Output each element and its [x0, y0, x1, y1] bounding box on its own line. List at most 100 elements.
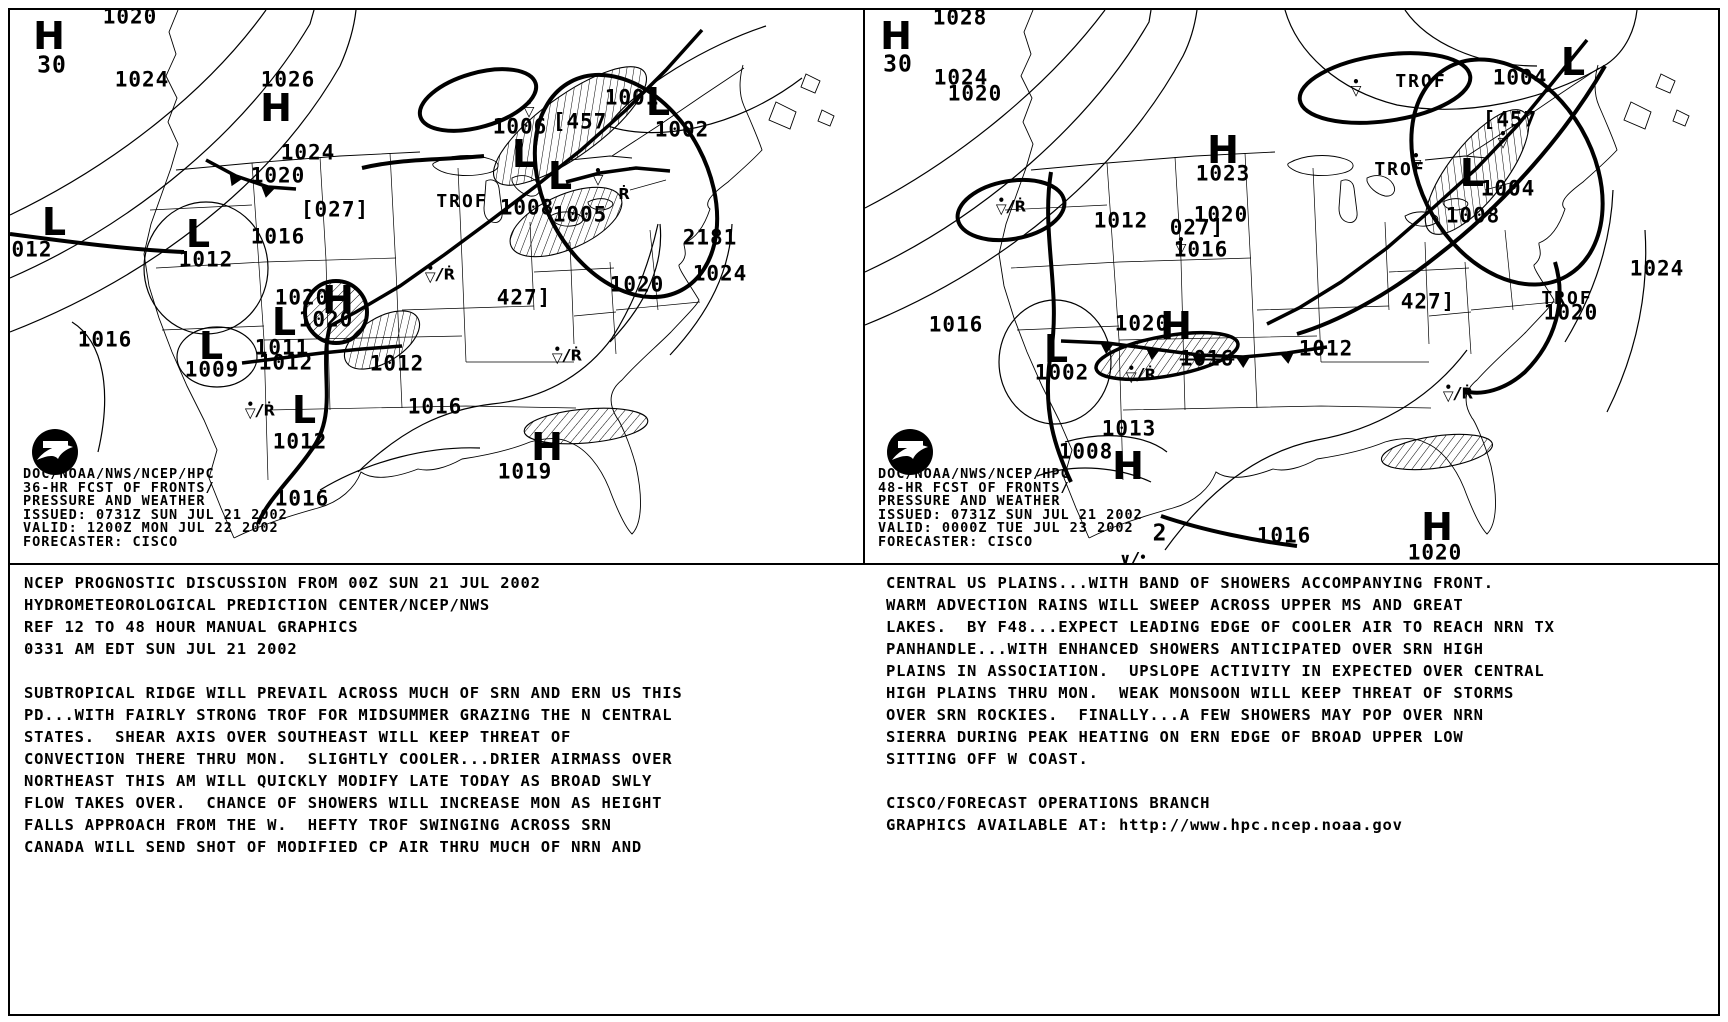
pressure-value-label: 1028: [932, 10, 988, 30]
shower-icon: • ▽: [1410, 149, 1422, 173]
high-pressure-marker: H: [1207, 128, 1239, 172]
pressure-value-label: 1016: [77, 327, 133, 352]
shower-thunderstorm-icon: • ▽ / Ṙ: [424, 261, 456, 285]
pressure-value-label: 1001: [604, 85, 660, 110]
pressure-value-label: 427]: [496, 285, 552, 310]
pressure-value-label: 1020: [1114, 311, 1170, 336]
low-pressure-marker: L: [198, 324, 224, 368]
pressure-value-label: 1016: [250, 224, 306, 249]
trof-label: TROF: [1395, 71, 1447, 92]
low-pressure-marker: L: [511, 132, 537, 176]
low-pressure-marker: L: [1560, 40, 1586, 84]
pressure-value-label: 1016: [1256, 523, 1312, 548]
pressure-value-label: 1020: [274, 285, 330, 310]
high-pressure-marker: H: [1421, 505, 1453, 549]
pressure-value-label: 1020: [102, 10, 158, 29]
map-legend: DOC/NOAA/NWS/NCEP/HPC 36-HR FCST OF FRON…: [23, 466, 288, 550]
pressure-value-label: 1005: [552, 202, 608, 227]
pressure-value-label: 1008: [1058, 439, 1114, 464]
shower-icon: • ▽: [592, 164, 604, 188]
pressure-value-label: 2181: [682, 225, 738, 250]
high-pressure-marker: H: [33, 14, 65, 58]
pressure-value-label: 427]: [1400, 289, 1456, 314]
map-graphic-48hr: [865, 10, 1690, 551]
shower-icon: • ▽: [1350, 75, 1362, 99]
map-label-layer: H 30 1028 1024 1020 H 1023 1012 1020 027] 1016 TROF…: [865, 10, 1718, 563]
pressure-value-label: 1020: [298, 307, 354, 332]
pressure-value-label: [027]: [300, 197, 370, 222]
map-legend: DOC/NOAA/NWS/NCEP/HPC 48-HR FCST OF FRON…: [878, 466, 1143, 550]
pressure-value-label: 1004: [1492, 65, 1548, 90]
map-divider-line: [863, 8, 865, 565]
pressure-value-label: 1024: [1629, 256, 1685, 281]
high-pressure-marker: H: [322, 278, 354, 322]
pressure-value-label: 1002: [1034, 360, 1090, 385]
shower-icon: • ▽: [1175, 233, 1187, 257]
pressure-value-label: 1011: [254, 335, 310, 360]
pressure-value-label: 1008: [1445, 203, 1501, 228]
high-pressure-marker: H: [260, 86, 292, 130]
pressure-value-label: 1012: [1298, 336, 1354, 361]
shower-icon: • ▽: [1497, 127, 1509, 151]
shower-icon: • ▽: [523, 96, 535, 120]
pressure-value-label: 1008: [499, 195, 555, 220]
high-pressure-marker: H: [880, 14, 912, 58]
trof-label: TROF: [1374, 159, 1426, 180]
prognostic-discussion-right-column: CENTRAL US PLAINS...WITH BAND OF SHOWERS…: [886, 574, 1555, 834]
pressure-value-label: 1012: [272, 429, 328, 454]
shower-thunderstorm-icon: • ▽ / Ṙ: [1125, 361, 1157, 385]
pressure-value-label: 1020: [1193, 202, 1249, 227]
pressure-value-label: 1016: [274, 486, 330, 511]
low-pressure-marker: L: [41, 200, 67, 244]
pressure-value-label: 1024: [114, 67, 170, 92]
pressure-value-label: 1024: [692, 261, 748, 286]
pressure-value-label: 1024: [280, 140, 336, 165]
pressure-value-label: 1020: [1407, 540, 1463, 563]
pressure-value-label: [457: [1482, 107, 1538, 132]
pressure-value-label: 1012: [258, 350, 314, 375]
pressure-value-label: 1012: [1093, 208, 1149, 233]
forecast-map-48hr: H 30 1028 1024 1020 H 1023 1012 1020 027] 1016 TROF…: [865, 10, 1718, 563]
pressure-value-label: 1023: [1195, 161, 1251, 186]
pressure-value-label: 1016: [407, 394, 463, 419]
drizzle-icon: ∨ / •: [1119, 548, 1147, 564]
pressure-value-label: 1002: [654, 117, 710, 142]
low-pressure-marker: L: [271, 300, 297, 344]
shower-thunderstorm-icon: • ▽ / Ṙ: [1442, 380, 1474, 404]
pressure-value-label: 1020: [250, 163, 306, 188]
pressure-value-label: 1009: [184, 357, 240, 382]
high-pressure-marker: H: [1112, 444, 1144, 488]
pressure-value-label: 012: [11, 237, 53, 262]
pressure-value-label: 1020: [609, 272, 665, 297]
thunderstorm-icon: Ṙ: [618, 185, 630, 203]
map-label-layer: H 30 1020 1024 1026 H 1024 1020 [027] L 1012 L 012 10…: [10, 10, 863, 563]
high-pressure-marker: H: [531, 425, 563, 469]
shower-thunderstorm-icon: • ▽ / Ṙ: [551, 342, 583, 366]
pressure-value-label: 1016: [1173, 237, 1229, 262]
pressure-value-label: 1012: [369, 351, 425, 376]
pressure-value-label: 1013: [1101, 416, 1157, 441]
pressure-value-label: 1026: [260, 67, 316, 92]
trof-label: TROF: [1541, 288, 1593, 309]
pressure-value-label: 1004: [1480, 176, 1536, 201]
high-pressure-marker: H: [1160, 304, 1192, 348]
low-pressure-marker: L: [291, 388, 317, 432]
pressure-value-label: 30: [883, 51, 913, 78]
pressure-value-label: 1012: [178, 247, 234, 272]
low-pressure-marker: L: [185, 212, 211, 256]
low-pressure-marker: L: [547, 154, 573, 198]
map-graphic-36hr: [10, 10, 835, 539]
low-pressure-marker: L: [1459, 151, 1485, 195]
pressure-value-label: 1024: [933, 65, 989, 90]
trof-label: TROF: [436, 191, 488, 212]
pressure-value-label: 1020: [1543, 300, 1599, 325]
pressure-value-label: 1019: [497, 459, 553, 484]
shower-thunderstorm-icon: • ▽ / Ṙ: [244, 397, 276, 421]
pressure-value-label: 1020: [947, 81, 1003, 106]
pressure-value-label: 30: [37, 52, 67, 79]
pressure-value-label: [457: [552, 109, 608, 134]
pressure-value-label: 1016: [1179, 346, 1235, 371]
low-pressure-marker: L: [1043, 327, 1069, 371]
shower-thunderstorm-icon: • ▽ / Ṙ: [995, 193, 1027, 217]
